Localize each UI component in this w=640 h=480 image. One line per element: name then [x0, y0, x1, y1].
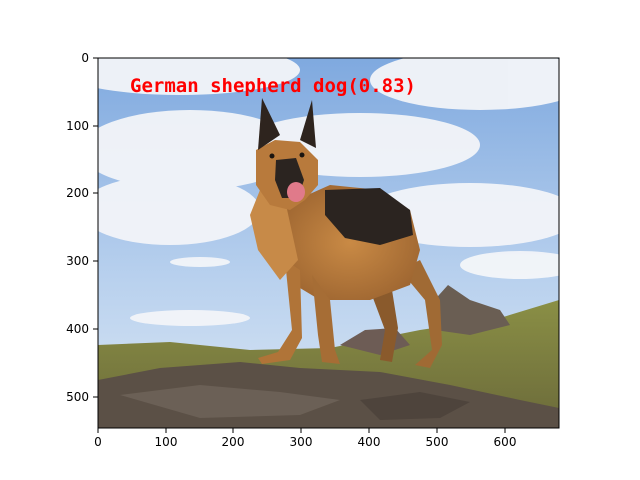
- x-tick-label: 300: [290, 435, 313, 449]
- german-shepherd-dog: [250, 98, 442, 368]
- y-tick-label: 0: [81, 51, 89, 65]
- x-tick-label: 600: [494, 435, 517, 449]
- x-tick-label: 500: [426, 435, 449, 449]
- x-tick-label: 200: [222, 435, 245, 449]
- x-tick-label: 100: [155, 435, 178, 449]
- x-tick-label: 400: [358, 435, 381, 449]
- y-tick-label: 300: [66, 254, 89, 268]
- detection-label: German shepherd dog(0.83): [130, 75, 416, 97]
- y-tick-label: 100: [66, 119, 89, 133]
- y-tick-label: 200: [66, 186, 89, 200]
- x-tick-label: 0: [94, 435, 102, 449]
- y-tick-label: 500: [66, 390, 89, 404]
- photo: [98, 58, 559, 428]
- axes-frame: [97, 57, 560, 429]
- y-axis: 0 100 200 300 400 500: [66, 51, 98, 404]
- y-tick-label: 400: [66, 322, 89, 336]
- x-axis: 0 100 200 300 400 500 600: [94, 428, 516, 449]
